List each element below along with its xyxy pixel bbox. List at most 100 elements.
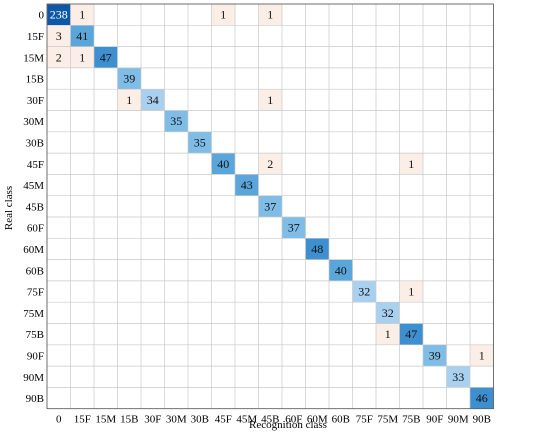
x-axis-label: Recognition class xyxy=(249,419,327,431)
heatmap-cell xyxy=(258,4,282,26)
x-tick-label: 45M xyxy=(236,414,257,426)
cell-value-label: 33 xyxy=(452,370,464,384)
heatmap-cell xyxy=(282,217,306,239)
heatmap-cell xyxy=(423,344,447,367)
cell-value-label: 1 xyxy=(126,93,132,107)
cell-value-label: 37 xyxy=(264,199,276,213)
x-tick-label: 15M xyxy=(95,414,116,426)
cell-value-label: 35 xyxy=(194,135,206,149)
heatmap-cell xyxy=(117,67,141,90)
y-tick-label: 30M xyxy=(23,116,44,128)
x-tick-label: 45F xyxy=(215,414,232,426)
y-tick-labels: 0 15F 15M 15B 30F 30M 30B 45F 45M 45B 60F 60M 60B 75F… xyxy=(23,10,44,405)
heatmap-cell xyxy=(211,153,235,175)
cell-value-label: 1 xyxy=(408,285,414,299)
cell-value-label: 39 xyxy=(429,348,441,362)
x-tick-label: 60B xyxy=(332,414,350,426)
x-tick-label: 30F xyxy=(144,414,161,426)
cell-value-label: 43 xyxy=(241,178,253,192)
y-tick-label: 60B xyxy=(26,265,44,277)
x-tick-label: 30M xyxy=(166,414,187,426)
y-tick-label: 90F xyxy=(27,350,44,362)
y-tick-label: 90M xyxy=(23,372,44,384)
heatmap-cell xyxy=(470,344,494,367)
heatmap-cell xyxy=(188,131,212,154)
cell-value-label: 1 xyxy=(267,93,273,107)
heatmap-cell xyxy=(47,4,71,26)
cell-value-label: 32 xyxy=(382,306,394,320)
cell-value-label: 1 xyxy=(220,8,226,22)
cell-value-label: 47 xyxy=(405,327,417,341)
heatmap-cell xyxy=(70,46,94,68)
cell-value-label: 40 xyxy=(335,263,347,277)
x-tick-label: 30B xyxy=(191,414,209,426)
x-tick-label: 60F xyxy=(285,414,302,426)
heatmap-cell xyxy=(258,153,282,175)
heatmap-cell xyxy=(446,366,470,388)
x-tick-label: 45B xyxy=(261,414,279,426)
heatmap-cell xyxy=(470,387,494,409)
cell-value-label: 1 xyxy=(79,50,85,64)
cell-value-label: 37 xyxy=(288,221,300,235)
y-tick-label: 45M xyxy=(23,180,44,192)
y-tick-label: 15F xyxy=(27,31,44,43)
x-tick-label: 0 xyxy=(56,414,62,426)
y-tick-label: 75M xyxy=(23,308,44,320)
heatmap-cell xyxy=(399,323,423,345)
x-tick-label: 15B xyxy=(120,414,138,426)
heatmap-cell xyxy=(47,25,71,47)
y-tick-label: 60M xyxy=(23,244,44,256)
x-tick-label: 90F xyxy=(426,414,443,426)
y-tick-label: 60F xyxy=(27,223,44,235)
x-tick-labels: 0 15F 15M 15B 30F 30M 30B 45F 45M 45B 60F 60M 60B 75F… xyxy=(56,414,491,426)
heatmap-cell xyxy=(305,238,329,260)
heatmap-cell xyxy=(70,25,94,47)
y-tick-label: 75F xyxy=(27,287,44,299)
y-tick-label: 0 xyxy=(39,10,45,22)
heatmap-cell xyxy=(164,110,188,132)
x-tick-label: 75M xyxy=(377,414,398,426)
cell-value-label: 35 xyxy=(170,114,182,128)
heatmap-cell xyxy=(399,153,423,175)
x-tick-label: 75F xyxy=(356,414,373,426)
cell-value-label: 1 xyxy=(408,157,414,171)
cell-value-label: 1 xyxy=(479,348,485,362)
y-tick-label: 30F xyxy=(27,95,44,107)
cell-value-label: 238 xyxy=(50,8,68,22)
heatmap-cell xyxy=(47,46,71,68)
y-tick-label: 45B xyxy=(26,201,44,213)
x-tick-label: 75B xyxy=(402,414,420,426)
y-tick-label: 75B xyxy=(26,329,44,341)
heatmap-cell xyxy=(235,174,259,196)
grid-layer xyxy=(46,3,494,410)
heatmap-cell xyxy=(258,195,282,217)
cell-value-label: 1 xyxy=(385,327,391,341)
cell-value-label: 2 xyxy=(56,50,62,64)
cell-value-label: 2 xyxy=(267,157,273,171)
heatmap-cell xyxy=(258,89,282,111)
x-tick-label: 15F xyxy=(74,414,91,426)
cell-value-label: 47 xyxy=(100,50,112,64)
heatmap-cell xyxy=(70,4,94,26)
y-tick-label: 90B xyxy=(26,393,44,405)
cell-value-label: 1 xyxy=(79,8,85,22)
cell-value-label: 41 xyxy=(76,29,88,43)
heatmap-cell xyxy=(352,280,376,303)
cell-value-label: 48 xyxy=(311,242,323,256)
cell-value-label: 46 xyxy=(476,391,488,405)
x-tick-label: 90M xyxy=(448,414,469,426)
heatmap-cell xyxy=(117,89,141,111)
matrix-frame xyxy=(46,3,494,410)
heatmap-cell xyxy=(399,280,423,303)
heatmap-cell xyxy=(376,323,400,345)
heatmap-cell xyxy=(94,46,118,68)
cell-value-label: 34 xyxy=(147,93,159,107)
cell-value-label: 1 xyxy=(267,8,273,22)
x-tick-label: 90B xyxy=(473,414,491,426)
y-tick-label: 15B xyxy=(26,74,44,86)
heatmap-cell xyxy=(211,4,235,26)
heatmap-cell xyxy=(141,89,165,111)
y-tick-label: 30B xyxy=(26,137,44,149)
